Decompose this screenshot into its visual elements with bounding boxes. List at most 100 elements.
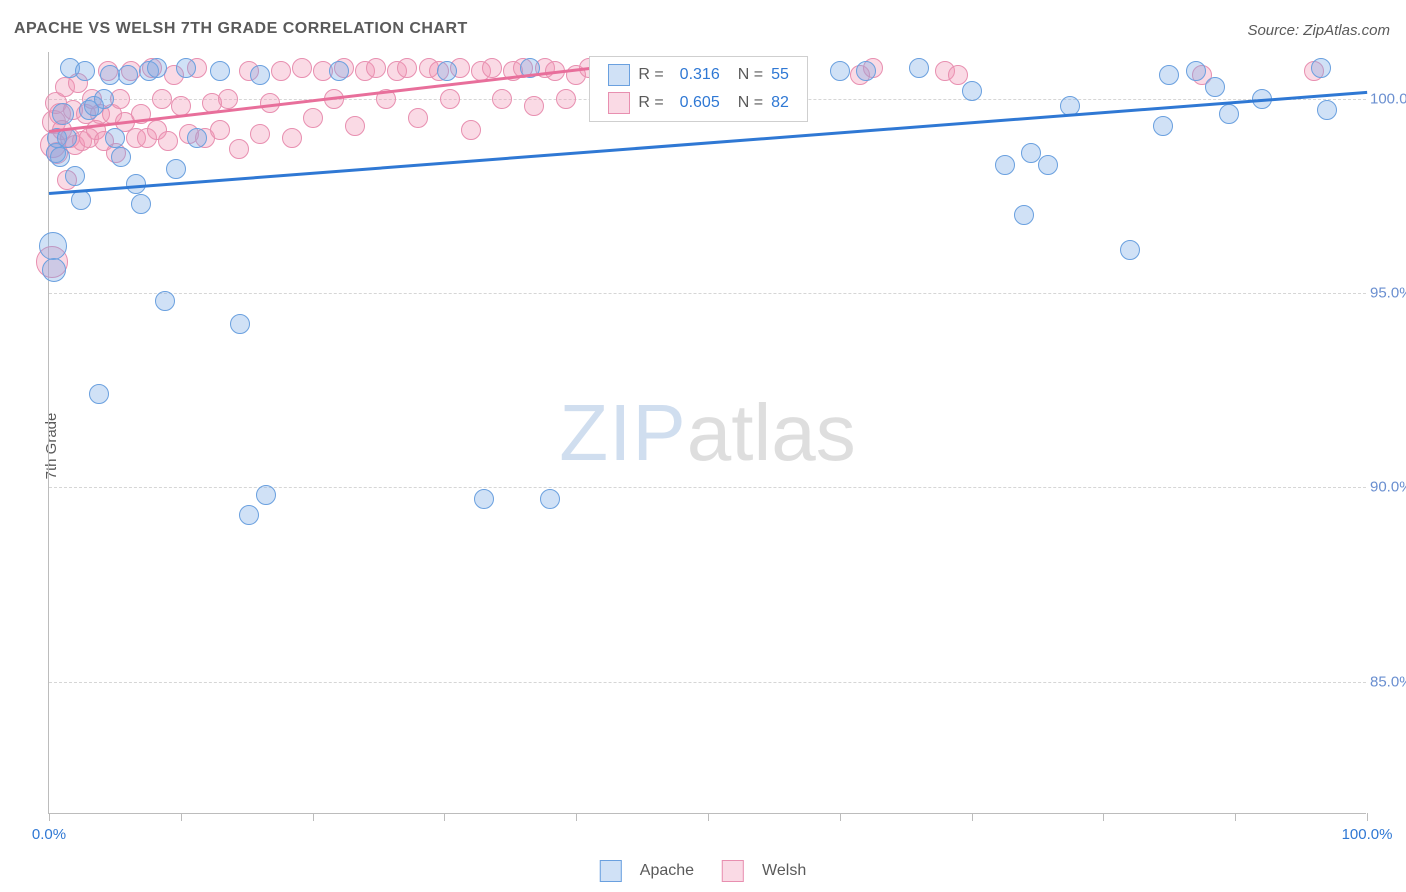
x-tick bbox=[49, 813, 50, 821]
welsh-point bbox=[556, 89, 576, 109]
apache-swatch-icon bbox=[600, 860, 622, 882]
apache-point bbox=[65, 166, 85, 186]
apache-point bbox=[42, 258, 66, 282]
x-tick bbox=[708, 813, 709, 821]
welsh-swatch-icon bbox=[608, 92, 630, 114]
welsh-point bbox=[158, 131, 178, 151]
y-tick-label: 100.0% bbox=[1370, 90, 1406, 107]
welsh-point bbox=[397, 58, 417, 78]
gridline bbox=[49, 293, 1366, 294]
gridline bbox=[49, 487, 1366, 488]
y-tick-label: 85.0% bbox=[1370, 673, 1406, 690]
y-tick-label: 90.0% bbox=[1370, 479, 1406, 496]
apache-point bbox=[71, 190, 91, 210]
welsh-point bbox=[366, 58, 386, 78]
r-value: 0.605 bbox=[672, 94, 720, 112]
welsh-point bbox=[282, 128, 302, 148]
apache-swatch-icon bbox=[608, 64, 630, 86]
n-label: N = bbox=[738, 66, 763, 84]
r-label: R = bbox=[638, 66, 663, 84]
apache-point bbox=[856, 61, 876, 81]
apache-point bbox=[1120, 240, 1140, 260]
welsh-point bbox=[229, 139, 249, 159]
welsh-point bbox=[210, 120, 230, 140]
apache-point bbox=[1014, 205, 1034, 225]
apache-point bbox=[155, 291, 175, 311]
apache-point bbox=[1219, 104, 1239, 124]
apache-point bbox=[1186, 61, 1206, 81]
x-tick-label: 0.0% bbox=[32, 826, 66, 843]
apache-point bbox=[100, 65, 120, 85]
x-tick bbox=[181, 813, 182, 821]
n-label: N = bbox=[738, 94, 763, 112]
apache-point bbox=[89, 384, 109, 404]
apache-point bbox=[962, 81, 982, 101]
stats-row: R = 0.605 N = 82 bbox=[590, 89, 806, 117]
welsh-point bbox=[492, 89, 512, 109]
apache-point bbox=[474, 489, 494, 509]
legend-label: Apache bbox=[640, 862, 694, 880]
legend-label: Welsh bbox=[762, 862, 806, 880]
apache-point bbox=[1159, 65, 1179, 85]
welsh-point bbox=[218, 89, 238, 109]
legend: Apache Welsh bbox=[600, 860, 806, 882]
n-value: 55 bbox=[771, 66, 789, 84]
x-tick bbox=[313, 813, 314, 821]
watermark-part1: ZIP bbox=[559, 388, 686, 477]
apache-point bbox=[1038, 155, 1058, 175]
x-tick bbox=[1367, 813, 1368, 821]
x-tick bbox=[1235, 813, 1236, 821]
welsh-point bbox=[524, 96, 544, 116]
apache-point bbox=[250, 65, 270, 85]
apache-point bbox=[1317, 100, 1337, 120]
apache-point bbox=[50, 147, 70, 167]
stats-box: R = 0.316 N = 55 R = 0.605 N = 82 bbox=[589, 56, 807, 122]
welsh-point bbox=[482, 58, 502, 78]
r-value: 0.316 bbox=[672, 66, 720, 84]
welsh-point bbox=[408, 108, 428, 128]
apache-point bbox=[111, 147, 131, 167]
apache-point bbox=[995, 155, 1015, 175]
x-tick bbox=[1103, 813, 1104, 821]
apache-point bbox=[118, 65, 138, 85]
apache-point bbox=[94, 89, 114, 109]
apache-point bbox=[1153, 116, 1173, 136]
stats-row: R = 0.316 N = 55 bbox=[590, 61, 806, 89]
apache-point bbox=[210, 61, 230, 81]
apache-point bbox=[540, 489, 560, 509]
apache-point bbox=[830, 61, 850, 81]
apache-point bbox=[52, 103, 74, 125]
x-tick bbox=[972, 813, 973, 821]
welsh-point bbox=[461, 120, 481, 140]
apache-point bbox=[909, 58, 929, 78]
apache-point bbox=[230, 314, 250, 334]
apache-point bbox=[105, 128, 125, 148]
source-label: Source: ZipAtlas.com bbox=[1247, 22, 1390, 39]
welsh-point bbox=[303, 108, 323, 128]
r-label: R = bbox=[638, 94, 663, 112]
apache-point bbox=[147, 58, 167, 78]
welsh-point bbox=[152, 89, 172, 109]
welsh-point bbox=[345, 116, 365, 136]
watermark-part2: atlas bbox=[687, 388, 856, 477]
apache-point bbox=[39, 232, 67, 260]
apache-point bbox=[131, 194, 151, 214]
welsh-point bbox=[292, 58, 312, 78]
x-tick bbox=[576, 813, 577, 821]
chart-title: APACHE VS WELSH 7TH GRADE CORRELATION CH… bbox=[14, 20, 468, 38]
apache-point bbox=[187, 128, 207, 148]
x-tick bbox=[444, 813, 445, 821]
welsh-swatch-icon bbox=[722, 860, 744, 882]
legend-item-welsh: Welsh bbox=[722, 860, 806, 882]
legend-item-apache: Apache bbox=[600, 860, 694, 882]
watermark: ZIPatlas bbox=[559, 387, 855, 479]
x-tick bbox=[840, 813, 841, 821]
gridline bbox=[49, 682, 1366, 683]
welsh-point bbox=[440, 89, 460, 109]
welsh-point bbox=[250, 124, 270, 144]
apache-point bbox=[256, 485, 276, 505]
welsh-point bbox=[271, 61, 291, 81]
x-tick-label: 100.0% bbox=[1342, 826, 1393, 843]
n-value: 82 bbox=[771, 94, 789, 112]
apache-point bbox=[1205, 77, 1225, 97]
